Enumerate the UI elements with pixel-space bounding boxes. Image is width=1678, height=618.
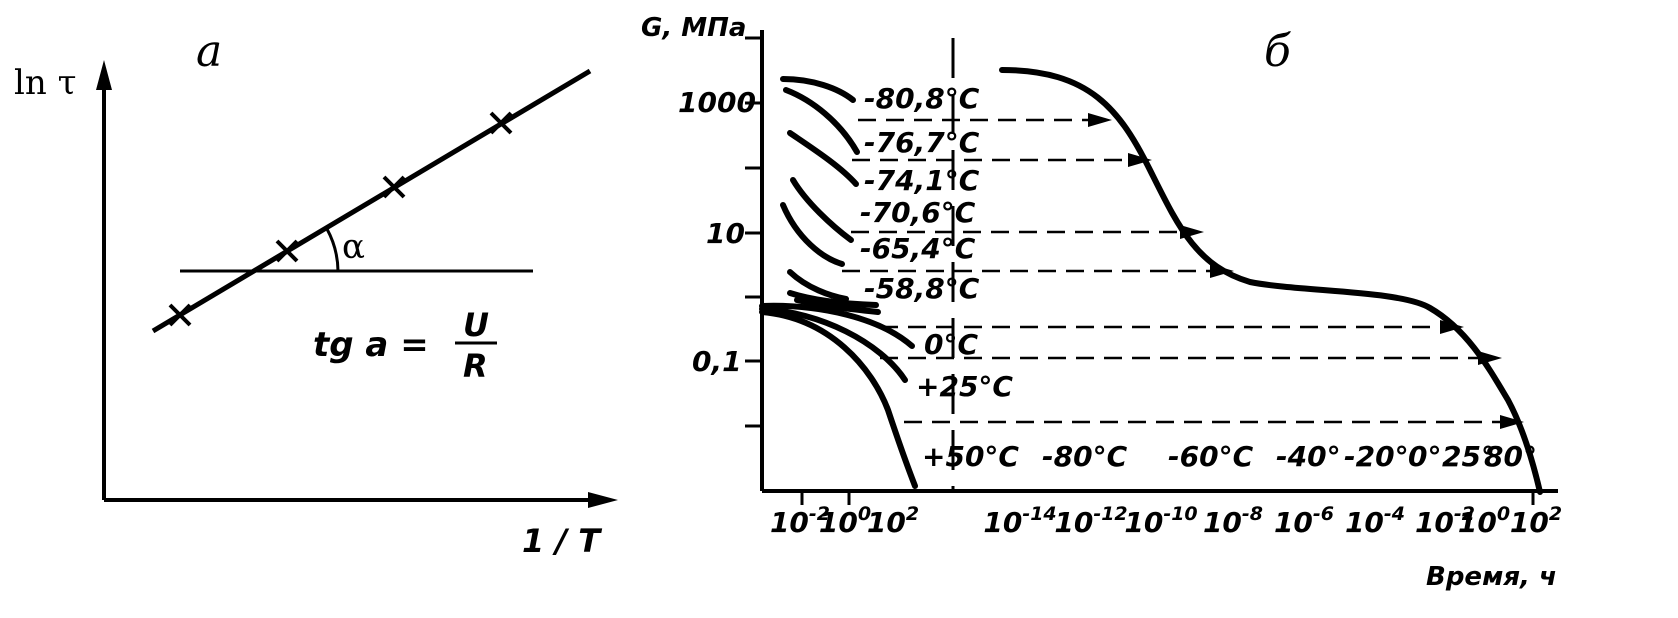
temp-label-50: +50°C <box>922 440 1019 473</box>
panel-a-label: а <box>196 26 222 77</box>
panel-b-label: б <box>1264 26 1291 77</box>
panel-b-y-tick-1000: 1000 <box>678 86 756 119</box>
temp-label-76-7: -76,7°C <box>864 126 980 159</box>
master-temp-60: -60°C <box>1168 440 1254 473</box>
panel-b-x-tick-master-6: 10-2 <box>1415 503 1475 539</box>
panel-b-x-tick-master-2: 10-10 <box>1124 503 1197 539</box>
temp-label-58-8: -58,8°C <box>864 272 980 305</box>
panel-a-point-1 <box>168 303 192 327</box>
panel-a-angle-label: α <box>342 227 365 267</box>
panel-b: G, МПа б 1000 10 0,1 Время, ч <box>641 13 1562 592</box>
panel-a-point-2 <box>275 239 299 263</box>
isotherm-76-7 <box>783 87 860 155</box>
panel-a: а ln τ 1 / T α tg a = U R <box>14 26 618 560</box>
isotherm-25 <box>759 306 908 383</box>
panel-a-ylabel: ln τ <box>14 63 76 103</box>
panel-b-y-tick-10: 10 <box>706 217 745 250</box>
master-temp-80: -80°C <box>1042 440 1128 473</box>
panel-a-formula-numerator: U <box>463 306 489 344</box>
isotherm-80-8 <box>780 76 856 103</box>
panel-b-x-tick-left-2: 102 <box>867 503 919 539</box>
panel-a-formula-lhs: tg a = <box>313 325 429 365</box>
temp-label-65-4: -65,4°C <box>860 232 976 265</box>
isotherm-short-a <box>787 290 879 308</box>
panel-b-x-tick-master-1: 10-12 <box>1054 503 1127 539</box>
panel-b-y-ticks <box>745 36 762 428</box>
panel-a-point-3 <box>382 175 406 199</box>
panel-b-x-tick-master-8: 102 <box>1510 503 1562 539</box>
temp-label-0: 0°C <box>924 328 978 361</box>
panel-b-x-ticks <box>800 491 1535 505</box>
isotherm-74-1 <box>787 130 859 187</box>
panel-b-master-curve <box>999 67 1543 495</box>
panel-b-master-temperature-labels: -80°C -60°C -40° -20° 0° 25° 80° <box>1042 440 1537 473</box>
panel-a-fit-line <box>151 68 592 334</box>
isotherm-58-8 <box>787 269 849 302</box>
isotherm-65-4 <box>780 202 845 267</box>
isotherm-0 <box>759 302 915 349</box>
panel-b-xlabel: Время, ч <box>1426 562 1557 592</box>
panel-b-x-tick-master-7: 100 <box>1458 503 1510 539</box>
temp-label-80-8: -80,8°C <box>864 82 980 115</box>
temp-label-25: +25°C <box>916 370 1013 403</box>
panel-b-x-tick-left-1: 100 <box>819 503 871 539</box>
panel-b-x-tick-master-3: 10-8 <box>1203 503 1263 539</box>
panel-a-points <box>168 111 513 327</box>
temp-label-74-1: -74,1°C <box>864 164 980 197</box>
panel-b-y-tick-0-1: 0,1 <box>692 345 742 378</box>
panel-b-temperature-labels: -80,8°C -76,7°C -74,1°C -70,6°C -65,4°C … <box>860 82 1019 473</box>
master-temp-0: 0° <box>1408 440 1441 473</box>
panel-a-point-4 <box>489 111 513 135</box>
panel-b-x-tick-master-0: 10-14 <box>983 503 1056 539</box>
panel-a-formula-denominator: R <box>463 347 488 385</box>
panel-b-x-tick-left-0: 10-2 <box>770 503 830 539</box>
isotherm-short-b <box>794 297 881 315</box>
panel-a-xlabel: 1 / T <box>522 522 602 560</box>
panel-a-y-arrow <box>96 60 112 90</box>
master-temp-25: 25° <box>1442 440 1495 473</box>
master-temp-40: -40° <box>1276 440 1341 473</box>
panel-b-x-tick-master-5: 10-4 <box>1345 503 1405 539</box>
panel-b-isotherms <box>759 76 918 489</box>
isotherm-50 <box>759 309 918 489</box>
master-temp-80c: 80° <box>1484 440 1537 473</box>
panel-b-ylabel: G, МПа <box>641 13 746 43</box>
master-temp-20: -20° <box>1344 440 1409 473</box>
isotherm-70-6 <box>790 177 854 243</box>
panel-b-x-tick-master-4: 10-6 <box>1274 503 1334 539</box>
panel-a-angle-arc <box>325 228 340 272</box>
temp-label-70-6: -70,6°C <box>860 196 976 229</box>
panel-a-x-arrow <box>588 492 618 508</box>
